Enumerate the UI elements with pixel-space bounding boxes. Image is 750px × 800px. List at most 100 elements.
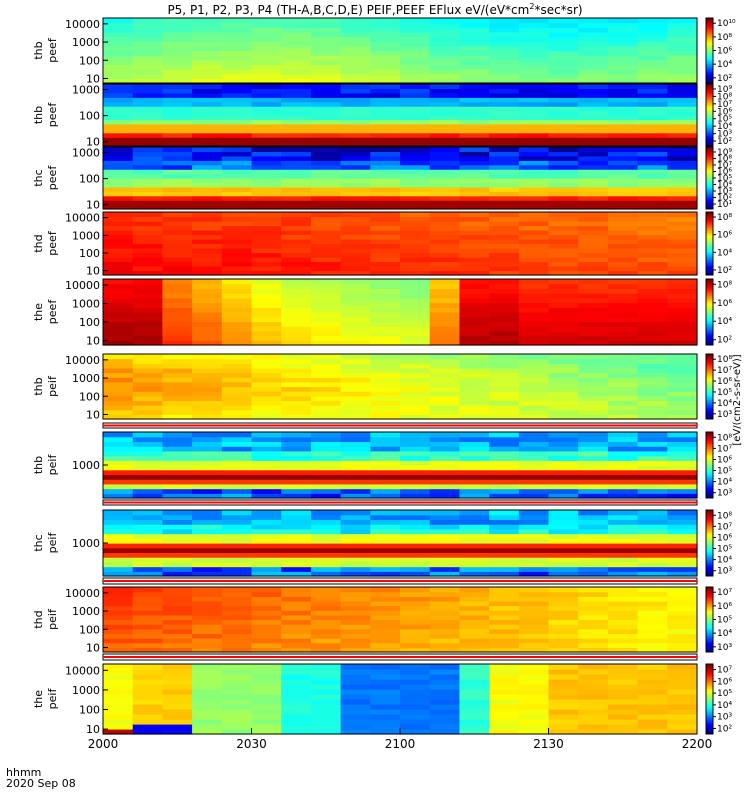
colorbar-segment — [706, 598, 713, 601]
heatmap-cell — [429, 326, 460, 332]
heatmap-cell — [429, 225, 460, 231]
heatmap-cell — [103, 405, 134, 411]
heatmap-cell — [370, 605, 401, 611]
colorbar-segment — [706, 386, 713, 389]
heatmap-cell — [103, 689, 134, 695]
colorbar-segment — [706, 448, 713, 451]
colorbar-segment — [706, 466, 713, 469]
heatmap-cell — [518, 729, 550, 735]
heatmap-cell — [370, 694, 401, 700]
heatmap-cell — [340, 101, 371, 107]
heatmap-cell — [578, 483, 609, 490]
heatmap-cell — [281, 45, 312, 52]
heatmap-cell — [132, 446, 163, 452]
heatmap-cell — [192, 239, 223, 245]
heatmap-cell — [340, 614, 371, 621]
heatmap-cell — [548, 115, 579, 121]
heatmap-cell — [637, 326, 668, 332]
heatmap-cell — [548, 221, 579, 227]
colorbar-segment — [706, 674, 713, 677]
heatmap-cell — [607, 591, 639, 597]
heatmap-cell — [162, 151, 193, 157]
heatmap-cell — [459, 27, 490, 33]
heatmap-cell — [637, 123, 668, 129]
colorbar-segment — [706, 164, 713, 167]
heatmap-cell — [162, 414, 193, 420]
heatmap-cell — [192, 297, 223, 304]
colorbar-segment — [706, 94, 713, 97]
colorbar-segment — [706, 99, 713, 102]
heatmap-cell — [489, 335, 520, 341]
heatmap-cell — [162, 479, 193, 485]
heatmap-cell — [667, 571, 698, 577]
heatmap-cell — [400, 97, 431, 103]
colorbar-segment — [706, 519, 713, 523]
colorbar-segment — [706, 19, 713, 22]
heatmap-cell — [518, 239, 550, 245]
heatmap-cell — [340, 110, 371, 116]
heatmap-cell — [310, 600, 342, 607]
heatmap-cell — [221, 363, 253, 369]
heatmap-cell — [192, 358, 223, 364]
heatmap-cell — [518, 84, 550, 90]
colorbar-tick-label: 10⁸ — [717, 154, 732, 164]
heatmap-cell — [400, 316, 431, 323]
heatmap-cell — [251, 638, 282, 644]
colorbar-segment — [706, 441, 713, 445]
colorbar-segment — [706, 101, 713, 104]
heatmap-cell — [310, 195, 342, 201]
colorbar-segment — [706, 138, 713, 141]
heatmap-cell — [340, 147, 371, 153]
heatmap-cell — [221, 729, 253, 735]
colorbar-segment — [706, 21, 713, 24]
heatmap-cell — [370, 647, 401, 653]
heatmap-cell — [370, 78, 401, 84]
heatmap-cell — [667, 642, 698, 648]
heatmap-cell — [459, 18, 490, 24]
heatmap-cell — [489, 50, 520, 56]
heatmap-cell — [192, 510, 223, 516]
heatmap-cell — [667, 479, 698, 485]
heatmap-cell — [281, 591, 312, 597]
heatmap-cell — [400, 151, 431, 157]
heatmap-cell — [429, 372, 460, 378]
heatmap-cell — [459, 391, 490, 397]
colorbar-segment — [706, 685, 713, 688]
heatmap-cell — [400, 50, 431, 56]
heatmap-cell — [370, 386, 401, 392]
heatmap-cell — [607, 115, 639, 121]
heatmap-cell — [548, 547, 579, 554]
heatmap-cell — [607, 432, 639, 438]
heatmap-cell — [340, 88, 371, 94]
colorbar-tick-label: 10⁷ — [717, 100, 732, 110]
heatmap-cell — [548, 312, 579, 318]
heatmap-cell — [192, 450, 223, 457]
heatmap-cell — [400, 514, 431, 521]
heatmap-cell — [251, 436, 282, 443]
heatmap-cell — [310, 543, 342, 549]
colorbar-segment — [706, 48, 713, 52]
heatmap-cell — [251, 405, 282, 411]
heatmap-cell — [132, 395, 163, 402]
heatmap-cell — [310, 479, 342, 485]
heatmap-cell — [518, 446, 550, 452]
heatmap-cell — [281, 638, 312, 644]
heatmap-cell — [310, 605, 342, 611]
heatmap-cell — [400, 510, 431, 516]
colorbar-segment — [706, 606, 713, 609]
colorbar-segment — [706, 338, 713, 341]
heatmap-cell — [132, 367, 163, 374]
heatmap-cell — [429, 610, 460, 616]
colorbar-segment — [706, 468, 713, 471]
heatmap-cell — [162, 450, 193, 457]
colorbar-segment — [706, 596, 713, 599]
heatmap-cell — [429, 230, 460, 236]
heatmap-cell — [667, 591, 698, 597]
heatmap-cell — [251, 155, 282, 161]
heatmap-cell — [489, 55, 520, 61]
heatmap-cell — [578, 266, 609, 272]
heatmap-cell — [459, 164, 490, 170]
heatmap-cell — [340, 699, 371, 705]
colorbar-segment — [706, 68, 713, 71]
heatmap-cell — [518, 552, 550, 558]
